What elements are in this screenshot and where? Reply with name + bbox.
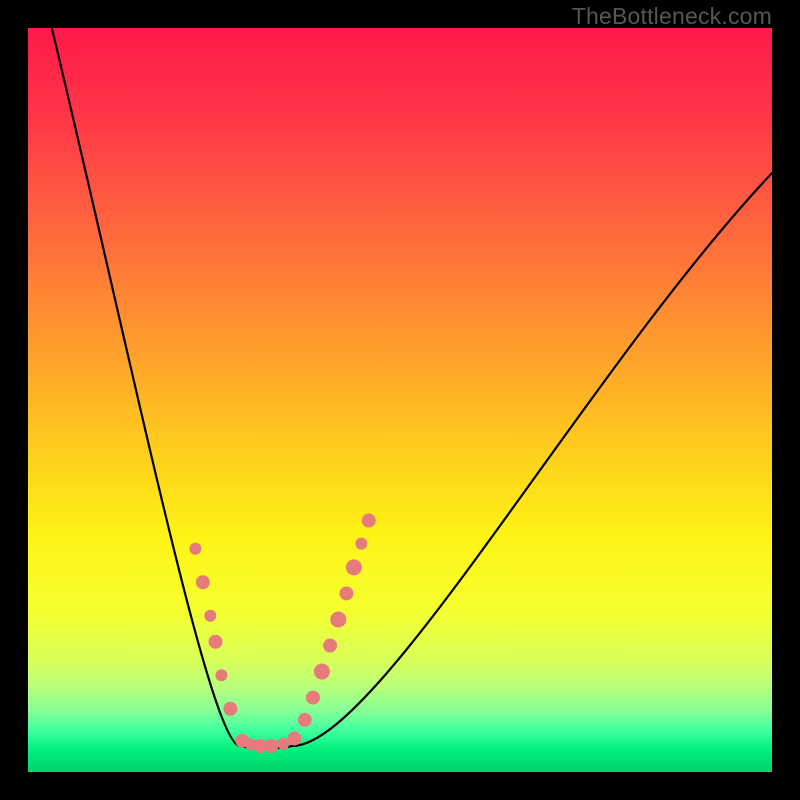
data-marker — [215, 669, 227, 681]
curve-layer — [28, 28, 772, 772]
data-marker — [208, 635, 222, 649]
data-marker — [287, 732, 301, 746]
data-marker — [306, 691, 320, 705]
data-marker — [330, 611, 346, 627]
data-marker — [346, 559, 362, 575]
data-marker — [323, 639, 337, 653]
data-marker — [196, 575, 210, 589]
bottleneck-curve — [52, 28, 772, 748]
data-marker — [314, 664, 330, 680]
data-marker — [204, 610, 216, 622]
data-marker — [189, 543, 201, 555]
data-marker — [362, 514, 376, 528]
data-markers — [189, 514, 375, 753]
watermark-text: TheBottleneck.com — [572, 3, 772, 30]
data-marker — [223, 702, 237, 716]
data-marker — [277, 738, 289, 750]
chart-stage: TheBottleneck.com — [0, 0, 800, 800]
data-marker — [355, 538, 367, 550]
data-marker — [339, 586, 353, 600]
data-marker — [298, 713, 312, 727]
plot-area — [28, 28, 772, 772]
data-marker — [264, 739, 278, 753]
